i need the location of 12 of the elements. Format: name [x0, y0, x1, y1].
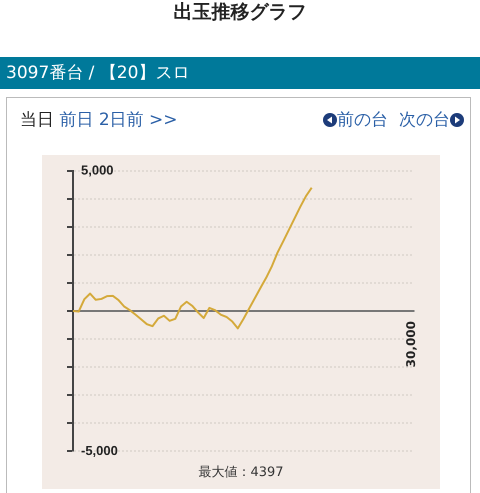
text: 前の台	[337, 110, 388, 130]
text: 2日前	[98, 110, 144, 130]
text: >>	[149, 110, 178, 130]
y-tick-label: 5,000	[81, 162, 114, 178]
chart-subtitle: 3097番台 / 【20】スロ	[0, 57, 480, 89]
text: 当日	[20, 110, 54, 130]
text: 前日	[59, 110, 94, 130]
annotation: 30,000	[404, 321, 418, 368]
y-tick-label: -5,000	[81, 442, 118, 458]
chart-title: 出玉推移グラフ	[172, 0, 308, 24]
text: 次の台	[399, 110, 450, 130]
text: 最大値：4397	[197, 464, 285, 481]
